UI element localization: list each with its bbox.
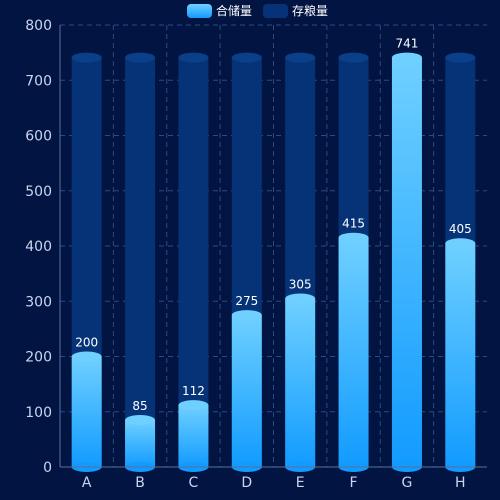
x-tick-label-A: A: [82, 475, 92, 491]
x-tick-label-B: B: [135, 475, 145, 491]
data-label-B: 85: [132, 399, 147, 413]
data-label-G: 741: [395, 37, 418, 51]
bar-cap-F: [338, 232, 369, 243]
bar-back-C[interactable]: [178, 57, 209, 467]
legend-item-series-0[interactable]: 合储量: [187, 3, 252, 18]
y-tick-label: 0: [43, 460, 52, 476]
legend-item-series-1[interactable]: 存粮量: [263, 3, 328, 18]
legend-label-series-1: 存粮量: [292, 3, 328, 18]
bar-F[interactable]: [338, 237, 369, 467]
y-tick-label: 300: [25, 294, 52, 310]
bar-B[interactable]: [125, 420, 156, 467]
legend-swatch-series-1: [263, 4, 288, 18]
x-tick-label-E: E: [296, 475, 305, 491]
legend: 合储量 存粮量: [187, 3, 328, 18]
x-tick-label-H: H: [455, 475, 466, 491]
bar-cap-D: [231, 310, 262, 321]
legend-swatch-series-0: [187, 4, 212, 18]
y-tick-label: 100: [25, 405, 52, 421]
bar-cap-C: [178, 400, 209, 411]
bar-back-cap-E: [285, 52, 316, 63]
data-label-A: 200: [75, 336, 98, 350]
bar-C[interactable]: [178, 405, 209, 467]
y-tick-label: 800: [25, 18, 52, 34]
bar-back-B[interactable]: [125, 57, 156, 467]
bar-D[interactable]: [231, 315, 262, 467]
data-label-E: 305: [289, 277, 312, 291]
bar-back-cap-C: [178, 52, 209, 63]
bar-back-cap-D: [231, 52, 262, 63]
bar-cap-G: [391, 52, 422, 63]
bar-A[interactable]: [71, 356, 102, 468]
bar-E[interactable]: [285, 298, 316, 467]
axes: 0 100 200 300 400 500 600 700 800 A B C D E F G H: [25, 18, 487, 491]
x-tick-label-G: G: [402, 475, 413, 491]
y-tick-label: 200: [25, 350, 52, 366]
bar-cap-A: [71, 351, 102, 362]
bar-back-cap-B: [125, 52, 156, 63]
bar-cap-E: [285, 293, 316, 304]
bars: [71, 52, 476, 472]
y-tick-label: 500: [25, 184, 52, 200]
bar-H[interactable]: [445, 243, 476, 467]
bar-back-cap-A: [71, 52, 102, 63]
data-label-H: 405: [449, 222, 472, 236]
bar-cap-B: [125, 415, 156, 426]
data-label-C: 112: [182, 384, 205, 398]
data-label-F: 415: [342, 217, 365, 231]
x-tick-label-C: C: [189, 475, 199, 491]
y-tick-label: 700: [25, 73, 52, 89]
legend-label-series-0: 合储量: [216, 3, 252, 18]
data-label-D: 275: [235, 294, 258, 308]
x-tick-label-D: D: [241, 475, 252, 491]
bar-back-cap-F: [338, 52, 369, 63]
y-tick-label: 600: [25, 129, 52, 145]
bar-G[interactable]: [391, 57, 422, 467]
grid: [60, 24, 487, 467]
bar-back-cap-H: [445, 52, 476, 63]
data-labels: 200 85 112 275 305 415 741 405: [75, 37, 472, 413]
x-tick-label-F: F: [350, 475, 358, 491]
y-tick-label: 400: [25, 239, 52, 255]
bar-cap-H: [445, 238, 476, 249]
